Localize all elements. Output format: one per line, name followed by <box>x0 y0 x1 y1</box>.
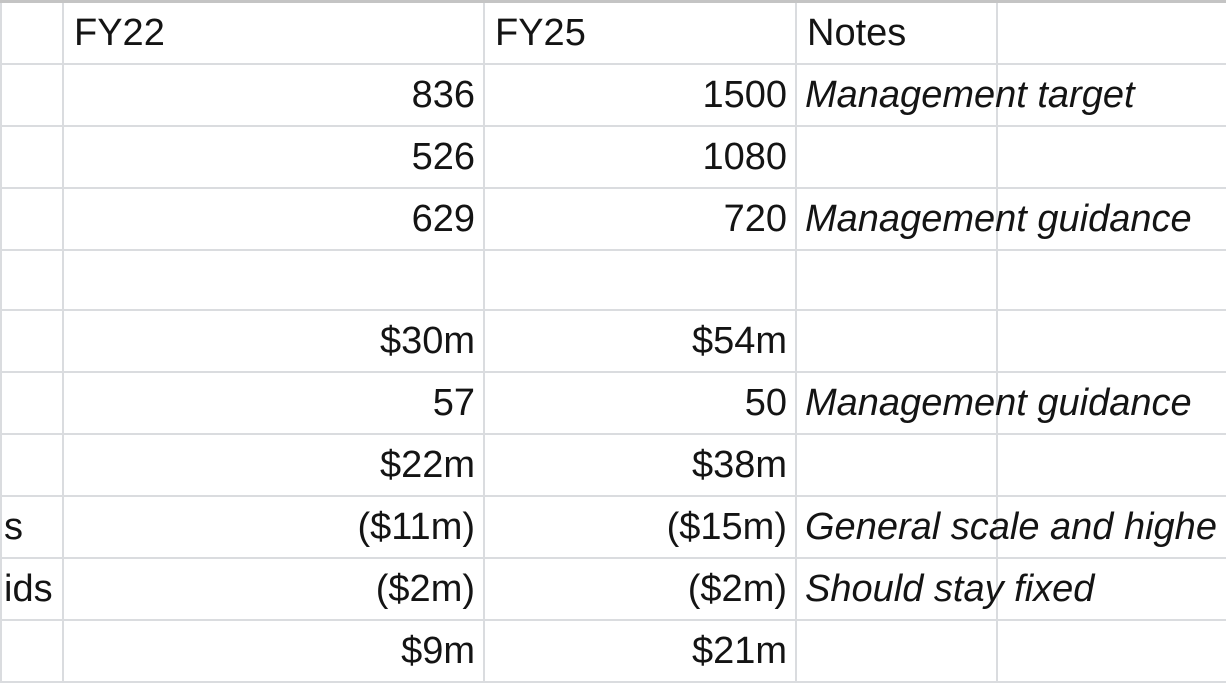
cell-fy22[interactable] <box>62 249 485 311</box>
table-row: 629 720 Management guidance <box>0 187 1226 251</box>
cell-e[interactable] <box>996 125 1226 189</box>
cell-notes[interactable]: Management guidance <box>795 371 1192 435</box>
cell-a[interactable] <box>0 249 64 311</box>
cell-fy25[interactable]: ($2m) <box>483 557 797 621</box>
cell-a[interactable]: ids <box>0 557 64 621</box>
table-row <box>0 249 1226 311</box>
cell-fy25[interactable]: 1080 <box>483 125 797 189</box>
cell-fy22[interactable]: ($11m) <box>62 495 485 559</box>
table-row: $22m $38m <box>0 433 1226 497</box>
cell-fy25[interactable]: $38m <box>483 433 797 497</box>
cell-a[interactable] <box>0 63 64 127</box>
cell-fy25[interactable]: 1500 <box>483 63 797 127</box>
cell-a[interactable] <box>0 187 64 251</box>
cell-notes[interactable] <box>795 249 998 311</box>
cell-fy25[interactable]: ($15m) <box>483 495 797 559</box>
cell-fy22[interactable]: 526 <box>62 125 485 189</box>
cell-a[interactable] <box>0 433 64 497</box>
cell-header-a[interactable] <box>0 3 64 65</box>
cell-e[interactable] <box>996 433 1226 497</box>
table-row: 526 1080 <box>0 125 1226 189</box>
cell-notes[interactable]: General scale and highe <box>795 495 1217 559</box>
cell-fy25[interactable] <box>483 249 797 311</box>
cell-a[interactable] <box>0 619 64 683</box>
cell-e[interactable] <box>996 495 1226 559</box>
cell-fy25[interactable]: 50 <box>483 371 797 435</box>
cell-notes[interactable] <box>795 619 998 683</box>
cell-e[interactable] <box>996 249 1226 311</box>
cell-header-notes[interactable]: Notes <box>795 3 998 65</box>
cell-a[interactable] <box>0 309 64 373</box>
cell-fy22[interactable]: ($2m) <box>62 557 485 621</box>
cell-header-e[interactable] <box>996 3 1226 65</box>
table-row: s ($11m) ($15m) General scale and highe <box>0 495 1226 559</box>
cell-fy22[interactable]: $9m <box>62 619 485 683</box>
cell-notes[interactable] <box>795 433 998 497</box>
cell-e[interactable] <box>996 187 1226 251</box>
cell-fy22[interactable]: 57 <box>62 371 485 435</box>
cell-notes[interactable]: Management target <box>795 63 1135 127</box>
cell-notes[interactable] <box>795 309 998 373</box>
table-row: $30m $54m <box>0 309 1226 373</box>
cell-e[interactable] <box>996 371 1226 435</box>
cell-fy22[interactable]: 629 <box>62 187 485 251</box>
cell-a[interactable] <box>0 125 64 189</box>
table-row: $9m $21m <box>0 619 1226 683</box>
cell-fy25[interactable]: $54m <box>483 309 797 373</box>
cell-a[interactable] <box>0 371 64 435</box>
cell-notes[interactable]: Should stay fixed <box>795 557 1094 621</box>
cell-header-fy22[interactable]: FY22 <box>62 3 485 65</box>
cell-fy22[interactable]: $22m <box>62 433 485 497</box>
cell-e[interactable] <box>996 63 1226 127</box>
table-row: 57 50 Management guidance <box>0 371 1226 435</box>
table-row: ids ($2m) ($2m) Should stay fixed <box>0 557 1226 621</box>
table-row: 836 1500 Management target <box>0 63 1226 127</box>
cell-fy25[interactable]: 720 <box>483 187 797 251</box>
cell-e[interactable] <box>996 309 1226 373</box>
header-row: FY22 FY25 Notes <box>0 3 1226 65</box>
cell-fy22[interactable]: 836 <box>62 63 485 127</box>
cell-a[interactable]: s <box>0 495 64 559</box>
cell-table: FY22 FY25 Notes 836 1500 Management target… <box>0 3 1226 683</box>
cell-e[interactable] <box>996 557 1226 621</box>
cell-fy25[interactable]: $21m <box>483 619 797 683</box>
cell-notes[interactable] <box>795 125 998 189</box>
cell-fy22[interactable]: $30m <box>62 309 485 373</box>
cell-e[interactable] <box>996 619 1226 683</box>
cell-header-fy25[interactable]: FY25 <box>483 3 797 65</box>
cell-notes[interactable]: Management guidance <box>795 187 1192 251</box>
